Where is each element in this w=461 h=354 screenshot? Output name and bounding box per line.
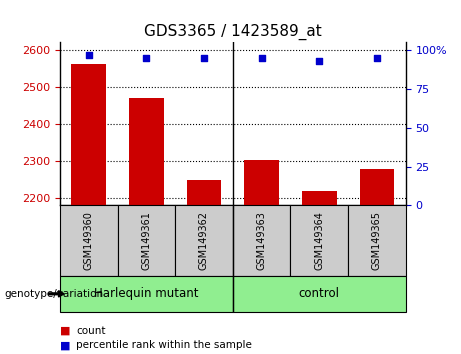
Point: [85, 52, 92, 58]
Point: [142, 55, 150, 61]
Text: ■: ■: [60, 340, 71, 350]
Bar: [348, 205, 406, 276]
Text: Harlequin mutant: Harlequin mutant: [94, 287, 199, 300]
Title: GDS3365 / 1423589_at: GDS3365 / 1423589_at: [144, 23, 322, 40]
Bar: [302, 191, 337, 205]
Bar: [233, 276, 406, 312]
Bar: [71, 64, 106, 205]
Text: count: count: [76, 326, 106, 336]
Text: GSM149361: GSM149361: [142, 211, 151, 270]
Point: [373, 55, 381, 61]
Bar: [175, 205, 233, 276]
Text: GSM149364: GSM149364: [314, 211, 324, 270]
Bar: [60, 276, 233, 312]
Text: control: control: [299, 287, 340, 300]
Bar: [60, 205, 118, 276]
Bar: [290, 205, 348, 276]
Bar: [244, 160, 279, 205]
Bar: [187, 180, 221, 205]
Point: [200, 55, 207, 61]
Point: [258, 55, 266, 61]
Text: percentile rank within the sample: percentile rank within the sample: [76, 340, 252, 350]
Text: GSM149360: GSM149360: [84, 211, 94, 270]
Point: [315, 58, 323, 64]
Bar: [233, 205, 290, 276]
Text: GSM149363: GSM149363: [257, 211, 266, 270]
Text: ■: ■: [60, 326, 71, 336]
Bar: [129, 98, 164, 205]
Text: GSM149362: GSM149362: [199, 211, 209, 270]
Bar: [118, 205, 175, 276]
Bar: [360, 169, 394, 205]
Text: GSM149365: GSM149365: [372, 211, 382, 270]
Text: genotype/variation: genotype/variation: [5, 289, 104, 299]
